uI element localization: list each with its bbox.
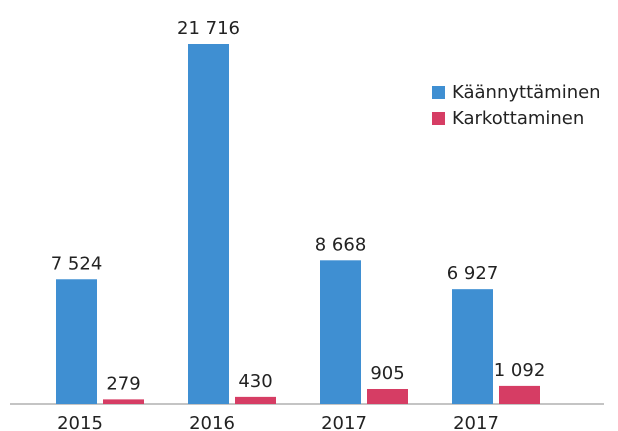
- value-label: 279: [106, 373, 140, 394]
- value-label: 21 716: [177, 18, 240, 39]
- bar: [188, 44, 229, 404]
- value-label: 430: [238, 371, 272, 392]
- legend-label: Karkottaminen: [452, 108, 584, 129]
- x-tick-label: 2015: [57, 413, 103, 431]
- x-tick-label: 2017: [453, 413, 499, 431]
- value-label: 8 668: [315, 234, 367, 255]
- bar: [367, 388, 408, 404]
- value-label: 1 092: [494, 360, 546, 381]
- legend-swatch: [432, 86, 445, 99]
- value-label: 7 524: [51, 253, 103, 274]
- value-label: 6 927: [447, 263, 499, 284]
- bar: [56, 279, 97, 404]
- bar: [320, 260, 361, 404]
- legend-label: Käännyttäminen: [452, 82, 601, 103]
- value-label: 905: [370, 363, 404, 384]
- legend-swatch: [432, 112, 445, 125]
- bar: [235, 396, 276, 404]
- bar: [499, 385, 540, 404]
- x-tick-label: 2017: [321, 413, 367, 431]
- bar: [452, 289, 493, 404]
- x-tick-label: 2016: [189, 413, 235, 431]
- bar: [103, 399, 144, 404]
